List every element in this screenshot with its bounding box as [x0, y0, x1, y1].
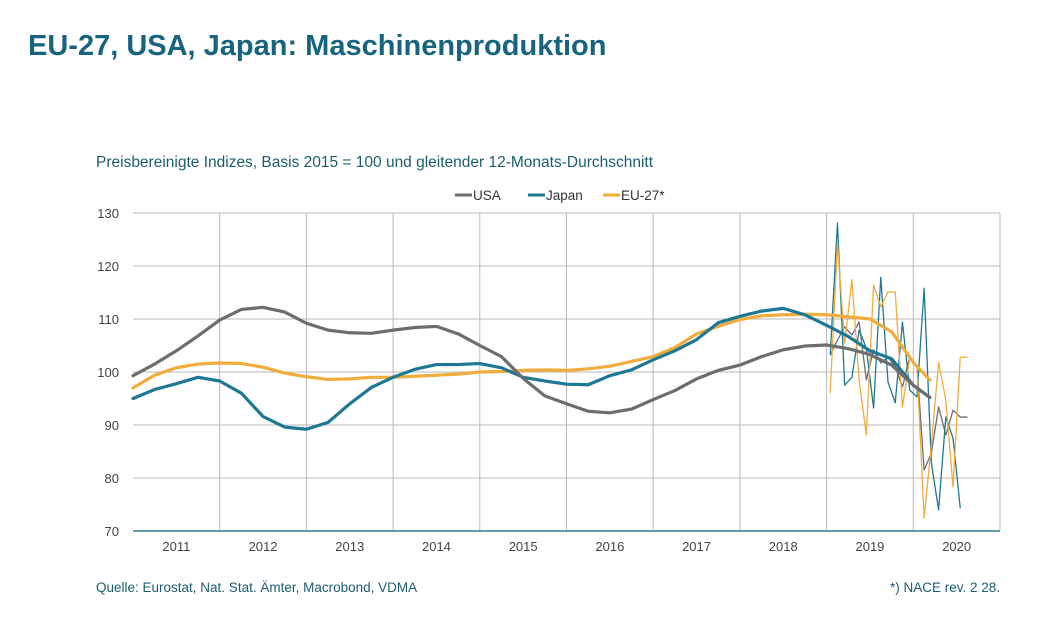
moving-average-line-japan [131, 306, 932, 431]
x-tick-label: 2011 [162, 539, 190, 554]
y-tick-label: 70 [105, 524, 119, 539]
y-tick-label: 110 [98, 312, 119, 327]
moving-average-line-usa [131, 305, 932, 415]
monthly-line-eu27 [829, 242, 968, 519]
x-tick-label: 2014 [422, 539, 451, 554]
footnote: *) NACE rev. 2 28. [889, 580, 1000, 595]
x-tick-label: 2012 [249, 539, 278, 554]
x-tick-label: 2019 [855, 539, 884, 554]
source-note: Quelle: Eurostat, Nat. Stat. Ämter, Macr… [96, 580, 418, 595]
y-tick-label: 90 [105, 418, 119, 433]
y-tick-label: 80 [105, 471, 119, 486]
moving-average-line-eu27 [131, 312, 932, 390]
page-title: EU-27, USA, Japan: Maschinenproduktion [28, 30, 607, 62]
legend-label: USA [473, 188, 501, 203]
y-tick-label: 100 [97, 365, 119, 380]
legend-label: EU-27* [621, 188, 665, 203]
x-tick-label: 2015 [509, 539, 538, 554]
chart-subtitle: Preisbereinigte Indizes, Basis 2015 = 10… [96, 154, 654, 171]
y-tick-label: 130 [97, 206, 119, 221]
x-tick-label: 2013 [335, 539, 364, 554]
monthly-line-japan [829, 222, 961, 511]
x-tick-label: 2018 [769, 539, 798, 554]
x-tick-label: 2020 [942, 539, 971, 554]
y-tick-label: 120 [97, 259, 119, 274]
x-tick-label: 2017 [682, 539, 711, 554]
x-tick-label: 2016 [595, 539, 624, 554]
legend-label: Japan [546, 188, 583, 203]
